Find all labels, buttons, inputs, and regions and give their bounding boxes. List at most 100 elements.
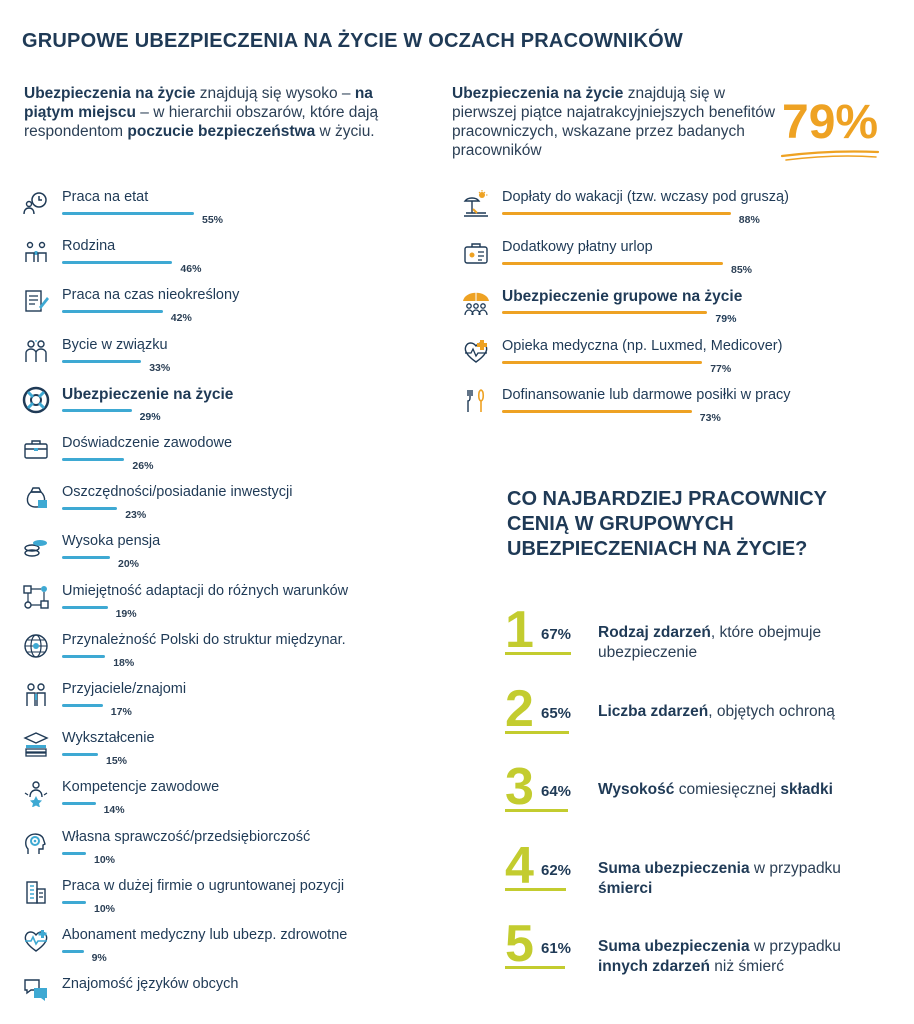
ranking-description-bold: innych zdarzeń: [598, 958, 710, 975]
ranking-description-text: w przypadku: [749, 938, 841, 955]
ranking-value: 62%: [541, 861, 572, 879]
left-chart-bar: [62, 704, 103, 707]
ranking-value: 67%: [541, 626, 572, 643]
ranking-underline: [505, 652, 571, 655]
left-chart-value-label: 55%: [202, 214, 224, 226]
left-chart-bar: [62, 605, 108, 609]
left-chart-bar: [62, 556, 110, 560]
right-chart-value-label: 79%: [715, 313, 737, 325]
couple-icon: [22, 337, 50, 365]
left-chart-bar: [62, 310, 163, 314]
left-chart-row: Doświadczenie zawodowe 26%: [22, 435, 442, 479]
ranking-description-bold: Wysokość: [598, 781, 675, 798]
right-chart-row: Dofinansowanie lub darmowe posiłki w pra…: [462, 387, 902, 431]
left-chart-label: Abonament medyczny lub ubezp. zdrowotne: [62, 927, 348, 943]
right-chart-bar: [502, 311, 708, 314]
ranking-description-text: , które obejmuje ubezpieczenie: [598, 624, 822, 661]
right-chart-label: Opieka medyczna (np. Luxmed, Medicover): [502, 337, 783, 354]
ranking-description: Suma ubezpieczenia w przypadku innych zd…: [598, 937, 878, 977]
right-chart-label: Dopłaty do wakacji (tzw. wczasy pod grus…: [502, 189, 789, 205]
left-chart-bar: [62, 359, 142, 363]
intro-right-bold: Ubezpieczenia na życie: [452, 85, 624, 102]
right-chart-value-label: 77%: [710, 362, 732, 375]
left-chart-label: Oszczędności/posiadanie inwestycji: [62, 484, 293, 501]
left-chart-row: Rodzina 46%: [22, 238, 442, 282]
globe-icon: [22, 632, 50, 660]
left-chart-value-label: 18%: [113, 656, 135, 669]
ranking-number: 1: [505, 601, 534, 659]
right-chart-value-label: 85%: [731, 263, 753, 276]
ranking-description-text: , objętych ochroną: [708, 702, 835, 720]
left-chart-bar: [62, 408, 132, 412]
intro-left-bold-2: na piątym miejscu: [24, 85, 373, 121]
left-chart-value-label: 33%: [149, 361, 171, 374]
left-chart-row: Wykształcenie 15%: [22, 730, 442, 774]
right-chart-label: Dofinansowanie lub darmowe posiłki w pra…: [502, 387, 791, 403]
beach-sun-icon: [462, 189, 490, 217]
left-chart-row: Przyjaciele/znajomi 17%: [22, 681, 442, 725]
left-chart-row: Oszczędności/posiadanie inwestycji 23%: [22, 484, 442, 528]
left-chart-value-label: 10%: [94, 853, 116, 866]
ranking-description-bold: Suma ubezpieczenia: [598, 859, 750, 877]
document-pen-icon: [22, 287, 50, 315]
clock-person-icon: [22, 189, 50, 217]
ranking-description-bold: Liczba zdarzeń: [598, 702, 709, 720]
medical-cross-icon: [462, 338, 490, 366]
left-chart-label: Znajomość języków obcych: [62, 976, 239, 993]
ranking-description: Wysokość comiesięcznej składki: [598, 780, 878, 800]
ranking-underline: [505, 809, 569, 812]
ranking-description-bold: śmierci: [598, 879, 653, 897]
suitcase-icon: [462, 239, 490, 267]
ranking-description-text: comiesięcznej: [674, 781, 781, 798]
ranking-description-text: w przypadku: [749, 859, 841, 877]
ranking-underline: [505, 966, 566, 969]
left-chart-value-label: 10%: [94, 902, 116, 915]
ranking-item: 1 67% Rodzaj zdarzeń, które obejmuje ubezp…: [505, 602, 885, 678]
right-chart-label: Dodatkowy płatny urlop: [502, 238, 653, 255]
left-chart-bar: [62, 507, 118, 511]
intro-left-text-1: znajdują się wysoko –: [195, 85, 355, 102]
coins-icon: [22, 533, 50, 561]
right-chart-value-label: 88%: [738, 214, 760, 226]
ranking-description: Rodzaj zdarzeń, które obejmuje ubezpiecz…: [598, 623, 878, 663]
left-chart-label: Kompetencje zawodowe: [62, 779, 220, 796]
lifebuoy-icon: [22, 386, 50, 414]
ranking-item: 5 61% Suma ubezpieczenia w przypadku innyc…: [505, 916, 885, 992]
left-chart-bar: [62, 851, 86, 855]
ranking-underline: [505, 887, 567, 891]
left-chart-value-label: 20%: [118, 558, 140, 571]
left-chart-label: Własna sprawczość/przedsiębiorczość: [62, 828, 311, 845]
left-chart-row: Ubezpieczenie na życie 29%: [22, 386, 442, 430]
left-chart-value-label: 9%: [91, 952, 107, 964]
left-chart-bar: [62, 458, 125, 461]
right-chart-row: Ubezpieczenie grupowe na życie 79%: [462, 288, 902, 332]
intro-left-text-2: – w hierarchii obszarów, które dają resp…: [24, 104, 379, 140]
left-chart-label: Bycie w związku: [62, 336, 168, 353]
brush-underline: [780, 150, 880, 161]
ranking-value: 65%: [541, 704, 572, 722]
friends-icon: [22, 681, 50, 709]
left-chart-row: Znajomość języków obcych: [22, 976, 442, 1020]
right-chart-value-label: 73%: [699, 412, 721, 424]
ranking-item: 3 64% Wysokość comiesięcznej składki: [505, 759, 885, 835]
left-chart-row: Abonament medyczny lub ubezp. zdrowotne 9…: [22, 927, 442, 971]
intro-right-text: Ubezpieczenia na życie znajdują się w pi…: [452, 84, 792, 160]
family-icon: [22, 238, 50, 266]
intro-right-rest: znajdują się w pierwszej piątce najatrak…: [452, 85, 776, 159]
left-chart-value-label: 42%: [170, 312, 192, 325]
highlight-value: 79%: [782, 96, 879, 149]
ranking-item: 2 65% Liczba zdarzeń, objętych ochroną: [505, 681, 885, 757]
umbrella-people-icon: [462, 288, 490, 316]
cutlery-icon: [462, 387, 490, 415]
left-chart-label: Umiejętność adaptacji do różnych warunkó…: [62, 582, 349, 599]
left-chart-row: Własna sprawczość/przedsiębiorczość 10%: [22, 829, 442, 873]
network-icon: [22, 583, 50, 611]
intro-left-bold-3: poczucie bezpieczeństwa: [127, 123, 316, 140]
left-chart-bar: [62, 950, 84, 953]
left-chart-label: Rodzina: [62, 238, 116, 255]
ranking-underline: [505, 730, 570, 734]
building-icon: [22, 878, 50, 906]
left-chart-row: Wysoka pensja 20%: [22, 533, 442, 577]
ranking-item: 4 62% Suma ubezpieczenia w przypadku śmier…: [505, 838, 885, 914]
ranking-number: 4: [505, 836, 534, 895]
